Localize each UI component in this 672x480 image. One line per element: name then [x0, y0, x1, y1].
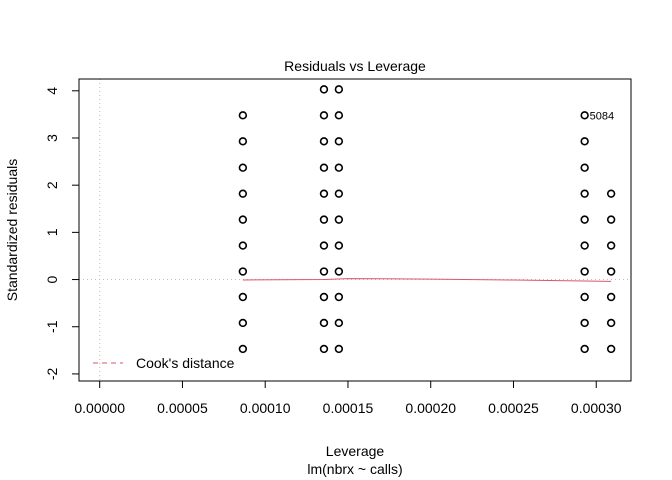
x-axis: 0.00000 0.00005 0.00010 0.00015 0.00020 0.000…: [74, 380, 622, 416]
data-point: [238, 189, 248, 198]
data-point: [238, 111, 248, 120]
legend-label: Cook's distance: [136, 355, 235, 371]
y-tick-label: 0: [44, 275, 60, 283]
data-point: [606, 318, 616, 328]
data-point: [238, 267, 248, 276]
data-point: [238, 344, 248, 354]
data-point: [334, 85, 344, 94]
data-point: [238, 215, 248, 224]
data-point: [606, 189, 616, 198]
data-point: [319, 267, 329, 276]
data-point: [334, 111, 344, 120]
x-tick-label: 0.00020: [405, 400, 456, 416]
data-point: [580, 111, 589, 120]
data-point: [334, 241, 344, 250]
x-axis-subtitle: lm(nbrx ~ calls): [307, 461, 402, 477]
data-point: [238, 318, 248, 328]
data-point: [238, 241, 248, 250]
plot-frame: [78, 78, 632, 382]
x-tick-label: 0.00025: [488, 400, 539, 416]
y-tick-label: 3: [44, 134, 60, 142]
reference-lines: [79, 79, 631, 381]
data-point: [319, 344, 329, 354]
data-point: [319, 318, 329, 328]
data-point: [319, 85, 329, 94]
data-point: [334, 189, 344, 198]
data-point: [606, 267, 616, 276]
data-point: [580, 189, 589, 198]
smooth-line: [242, 278, 612, 282]
x-tick-label: 0.00015: [323, 400, 374, 416]
data-points: [238, 85, 616, 354]
data-point: [606, 215, 616, 224]
data-point: [334, 215, 344, 224]
data-point: [238, 163, 248, 172]
data-point: [580, 241, 589, 250]
data-point: [580, 318, 589, 328]
x-tick-label: 0.00005: [157, 400, 208, 416]
data-point: [606, 241, 616, 250]
data-point: [580, 215, 589, 224]
data-point: [580, 137, 589, 146]
data-point: [334, 292, 344, 302]
y-axis: -2 -1 0 1 2 3 4: [44, 87, 80, 380]
data-point: [580, 163, 589, 172]
y-tick-label: 4: [44, 87, 60, 95]
data-point: [606, 292, 616, 302]
data-point: [580, 344, 589, 354]
y-tick-label: 2: [44, 181, 60, 189]
data-point: [319, 163, 329, 172]
x-tick-label: 0.00030: [571, 400, 622, 416]
data-point: [238, 137, 248, 146]
data-point: [580, 267, 589, 276]
y-tick-label: -1: [44, 320, 60, 333]
y-tick-label: 1: [44, 228, 60, 236]
data-point: [334, 267, 344, 276]
point-id-label: 5084: [590, 110, 614, 122]
data-point: [319, 215, 329, 224]
legend: Cook's distance: [93, 355, 235, 371]
data-point: [334, 318, 344, 328]
data-point: [319, 292, 329, 302]
data-point: [238, 292, 248, 302]
data-point: [334, 163, 344, 172]
data-point: [319, 189, 329, 198]
data-point: [580, 292, 589, 302]
y-tick-label: -2: [44, 367, 60, 380]
data-point: [319, 241, 329, 250]
data-point: [319, 111, 329, 120]
x-axis-label: Leverage: [326, 443, 385, 459]
data-point: [334, 344, 344, 354]
data-point: [334, 137, 344, 146]
y-axis-label: Standardized residuals: [4, 159, 20, 301]
data-point: [319, 137, 329, 146]
data-point: [606, 344, 616, 354]
x-tick-label: 0.00010: [240, 400, 291, 416]
chart-title: Residuals vs Leverage: [284, 58, 426, 74]
x-tick-label: 0.00000: [74, 400, 125, 416]
